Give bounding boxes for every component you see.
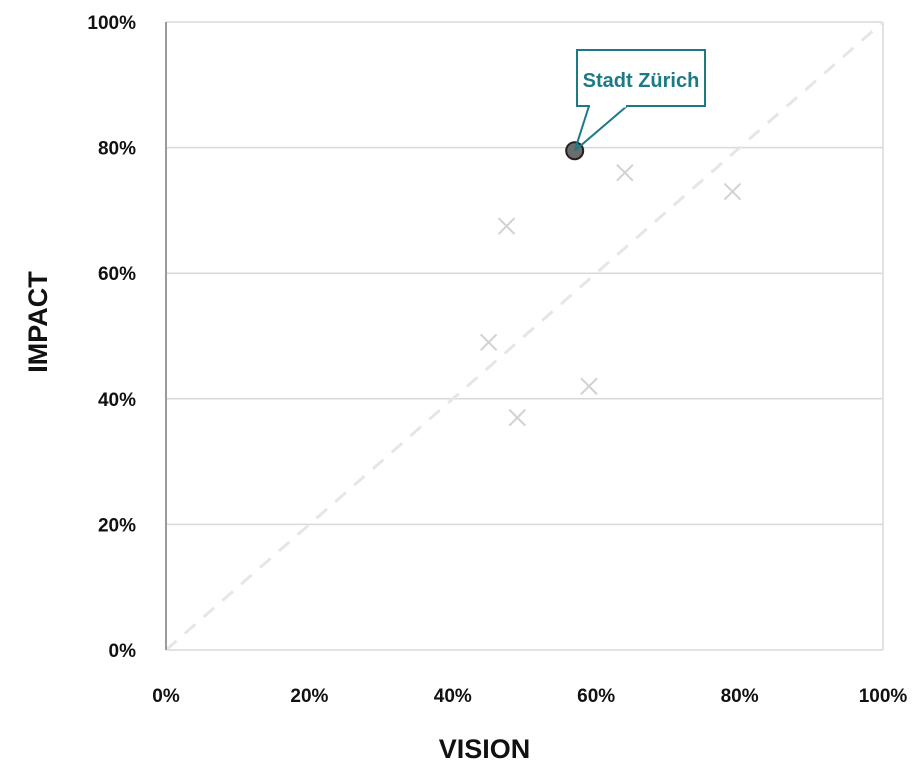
data-point-x-marker — [580, 377, 598, 395]
data-point-x-marker — [479, 333, 498, 351]
x-tick-label: 100% — [859, 686, 908, 707]
data-point-x-marker — [508, 408, 527, 427]
x-tick-label: 40% — [434, 686, 472, 707]
highlight-callout: Stadt Zürich — [573, 49, 706, 152]
y-tick-label: 60% — [98, 264, 136, 285]
y-axis-ticks: 0% 20% 40% 60% 80% 100% — [87, 13, 136, 662]
x-tick-label: 80% — [721, 686, 759, 707]
y-tick-label: 40% — [98, 390, 136, 411]
diagonal-reference-line — [165, 20, 884, 652]
x-tick-label: 20% — [290, 686, 328, 707]
x-axis-title: VISION — [439, 734, 531, 762]
y-tick-label: 100% — [87, 13, 136, 34]
y-axis-title: IMPACT — [23, 271, 53, 373]
callout-pointer-edge — [573, 105, 590, 152]
y-tick-label: 0% — [109, 641, 137, 662]
callout-pointer — [574, 105, 628, 152]
x-tick-label: 60% — [577, 686, 615, 707]
data-point-x-marker — [723, 182, 742, 201]
highlighted-point-label: Stadt Zürich — [583, 70, 700, 92]
y-tick-label: 20% — [98, 515, 136, 536]
data-point-x-marker — [497, 217, 516, 235]
x-tick-label: 0% — [152, 686, 180, 707]
y-tick-label: 80% — [98, 139, 136, 160]
callout-box — [576, 49, 706, 107]
gridlines — [166, 21, 884, 651]
x-axis-ticks: 0% 20% 40% 60% 80% 100% — [152, 686, 907, 707]
data-points — [479, 141, 742, 427]
data-point-x-marker — [616, 164, 634, 182]
